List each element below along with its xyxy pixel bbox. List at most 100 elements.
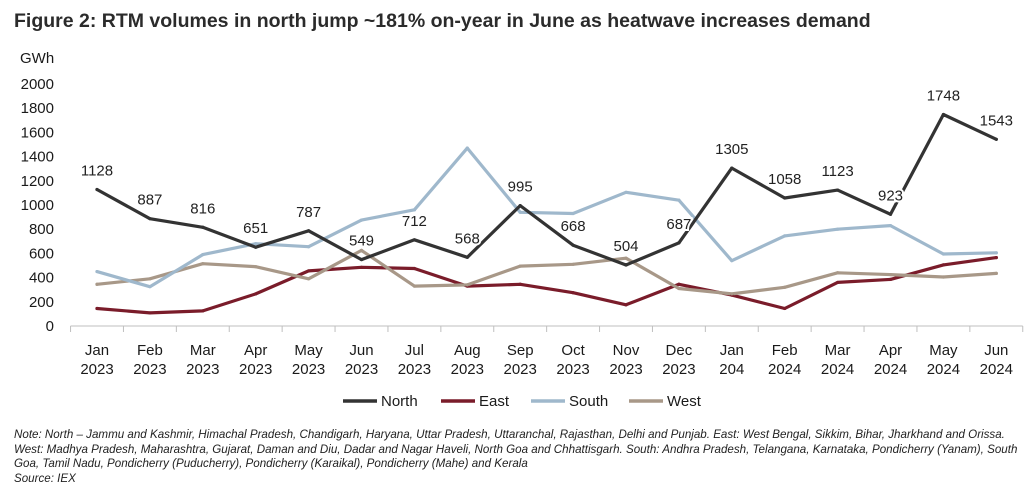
data-point-south bbox=[888, 223, 893, 228]
data-point-south bbox=[571, 211, 575, 216]
chart-title: Figure 2: RTM volumes in north jump ~181… bbox=[14, 10, 871, 32]
x-tick-label: Jun 2023 bbox=[345, 342, 378, 378]
data-label: 568 bbox=[455, 230, 480, 247]
x-tick-label: May 2024 bbox=[927, 342, 960, 378]
data-label: 1543 bbox=[980, 112, 1013, 129]
y-tick-label: 1800 bbox=[21, 100, 54, 117]
y-tick-label: 600 bbox=[29, 245, 54, 262]
y-tick-label: 0 bbox=[46, 318, 54, 335]
data-label: 712 bbox=[402, 213, 427, 230]
plot-lines bbox=[95, 112, 998, 315]
y-tick-label: 800 bbox=[29, 221, 54, 238]
x-tick-label: Mar 2023 bbox=[186, 342, 219, 378]
x-tick-label: Sep 2023 bbox=[504, 342, 537, 378]
data-point-west bbox=[888, 272, 893, 277]
data-point-north bbox=[254, 245, 258, 249]
legend-label-south: South bbox=[569, 393, 608, 410]
x-tick-label: Dec 2023 bbox=[662, 342, 695, 378]
data-point-east bbox=[888, 277, 893, 282]
x-tick-label: Aug 2023 bbox=[451, 342, 484, 378]
data-point-west bbox=[307, 277, 311, 281]
data-point-west bbox=[412, 284, 416, 288]
data-point-south bbox=[359, 218, 364, 222]
data-point-south bbox=[941, 252, 946, 256]
data-point-south bbox=[95, 269, 99, 274]
data-point-north bbox=[677, 241, 681, 245]
legend-label-east: East bbox=[479, 393, 510, 410]
data-point-north bbox=[994, 137, 998, 141]
data-point-north bbox=[307, 229, 311, 233]
data-point-east bbox=[412, 266, 416, 271]
data-point-west bbox=[571, 262, 575, 266]
y-tick-label: 200 bbox=[29, 294, 54, 311]
data-point-west bbox=[95, 282, 99, 286]
series-line-north bbox=[95, 112, 998, 267]
data-point-south bbox=[254, 242, 258, 246]
data-point-east bbox=[254, 292, 258, 296]
data-label: 651 bbox=[243, 220, 268, 237]
data-label: 1305 bbox=[715, 141, 748, 158]
data-label: 816 bbox=[190, 200, 215, 217]
data-label: 787 bbox=[296, 204, 321, 221]
x-axis: Jan 2023 Feb 2023 Mar 2023 Apr 2023 May 2023 Jun 20… bbox=[70, 325, 1024, 378]
line-chart: GWh 0 200 400 600 800 1000 1200 1400 1600 1800 200… bbox=[20, 50, 1024, 410]
data-point-east bbox=[994, 256, 998, 260]
data-point-west bbox=[836, 271, 840, 275]
data-point-east bbox=[307, 269, 311, 273]
data-point-south bbox=[412, 208, 416, 212]
data-labels: 1128 887 816 651 787 549 712 568 995 668 504 687 130… bbox=[79, 85, 1015, 257]
data-point-east bbox=[571, 291, 575, 295]
data-point-west bbox=[677, 286, 681, 291]
x-tick-label: Feb 2024 bbox=[768, 342, 801, 378]
y-tick-label: 1000 bbox=[21, 197, 54, 214]
data-point-west bbox=[783, 285, 787, 289]
data-point-east bbox=[359, 265, 364, 269]
data-point-north bbox=[359, 257, 364, 262]
data-point-west bbox=[624, 256, 628, 260]
data-point-south bbox=[148, 285, 152, 289]
data-point-north bbox=[836, 188, 840, 192]
data-point-north bbox=[201, 225, 205, 229]
data-label: 1128 bbox=[81, 163, 113, 180]
data-label: 668 bbox=[561, 218, 586, 235]
data-point-west bbox=[518, 264, 522, 268]
data-point-north bbox=[148, 217, 152, 221]
x-tick-label: Feb 2023 bbox=[133, 342, 166, 378]
data-point-south bbox=[994, 251, 998, 255]
data-point-north bbox=[571, 243, 575, 247]
data-point-north bbox=[783, 196, 787, 200]
data-point-west bbox=[994, 271, 998, 275]
data-point-west bbox=[201, 262, 205, 266]
data-point-west bbox=[730, 292, 734, 296]
data-label: 504 bbox=[613, 238, 638, 255]
data-points bbox=[95, 112, 998, 315]
legend-label-west: West bbox=[667, 393, 702, 410]
y-axis: 0 200 400 600 800 1000 1200 1400 1600 1800 2000 bbox=[21, 76, 54, 335]
y-tick-label: 1600 bbox=[21, 124, 54, 141]
data-point-south bbox=[783, 234, 787, 238]
data-label: 1058 bbox=[768, 171, 801, 188]
data-point-west bbox=[359, 248, 364, 252]
data-point-south bbox=[201, 253, 205, 257]
legend-label-north: North bbox=[381, 393, 418, 410]
data-point-east bbox=[677, 282, 681, 286]
data-label: 1123 bbox=[821, 163, 853, 180]
data-point-west bbox=[941, 275, 946, 279]
x-tick-label: Oct 2023 bbox=[556, 342, 589, 378]
data-point-east bbox=[941, 263, 946, 267]
data-label: 549 bbox=[349, 233, 374, 250]
y-tick-label: 2000 bbox=[21, 76, 54, 93]
y-tick-label: 400 bbox=[29, 270, 54, 287]
data-point-north bbox=[465, 255, 469, 259]
data-point-south bbox=[677, 198, 681, 202]
data-point-east bbox=[148, 311, 152, 315]
x-tick-label: Nov 2023 bbox=[609, 342, 642, 378]
data-point-south bbox=[730, 259, 734, 263]
x-tick-label: Jul 2023 bbox=[398, 342, 431, 378]
data-point-east bbox=[518, 282, 522, 286]
data-label: 1748 bbox=[927, 87, 960, 104]
data-point-east bbox=[201, 309, 205, 313]
data-point-east bbox=[783, 306, 787, 311]
data-point-north bbox=[888, 212, 893, 216]
y-tick-label: 1400 bbox=[21, 149, 54, 166]
